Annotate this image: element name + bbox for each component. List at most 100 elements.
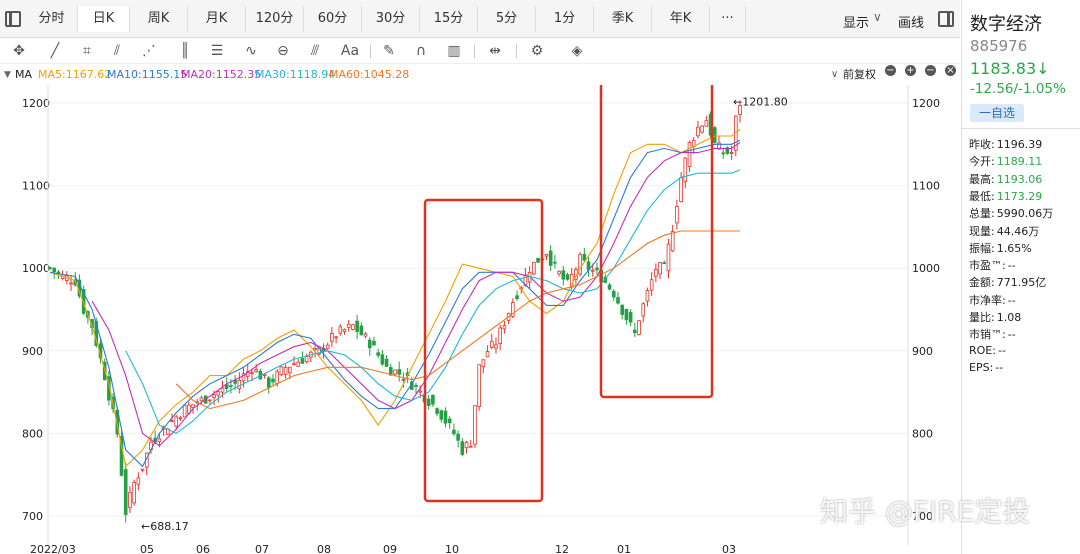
- tab-2[interactable]: 周K: [130, 6, 188, 32]
- candlestick-chart[interactable]: 700 700 800 800 900 900 1000 1000 1100 1100 1200 12…: [0, 68, 960, 554]
- candle-body: [397, 369, 402, 375]
- candle-body: [590, 269, 595, 272]
- minimize-icon[interactable]: −: [925, 65, 936, 76]
- candle-body: [94, 321, 99, 346]
- tab-12[interactable]: ···: [710, 6, 746, 32]
- adjust-menu[interactable]: 前复权: [843, 68, 876, 81]
- magnet-icon[interactable]: ∩: [415, 43, 427, 59]
- candle-body: [700, 125, 704, 133]
- x-tick-label: 09: [383, 543, 397, 554]
- candle-body: [511, 302, 515, 317]
- candle-body: [351, 324, 355, 330]
- chart-svg: 700 700 800 800 900 900 1000 1000 1100 1100 1200 12…: [22, 68, 940, 554]
- stat-row: 今开: 1189.11: [969, 153, 1042, 169]
- tab-1[interactable]: 日K: [78, 6, 130, 32]
- ma5-value: MA5:1167.62: [38, 68, 112, 81]
- zoom-in-icon[interactable]: +: [905, 65, 916, 76]
- move-tool-icon[interactable]: ✥: [13, 43, 25, 59]
- x-tick-label: 2022/03: [30, 543, 76, 554]
- toolbar-divider: [474, 44, 475, 58]
- candle-body: [633, 329, 637, 334]
- candle-body: [359, 325, 364, 336]
- candle-body: [271, 378, 275, 383]
- trash-icon[interactable]: ▥: [447, 43, 461, 59]
- drawing-toolbar: ✥ ╱ ⌗ ⫽ ⋰ ║ ☰ ∿ ⊖ ⫻ Aa ✎ ∩ ▥ ⇹ ⚙ ◈: [0, 38, 960, 64]
- candle-body: [532, 261, 536, 275]
- stat-row: 最高: 1193.06: [969, 171, 1042, 187]
- panel-toggle-icon[interactable]: [938, 11, 954, 27]
- crop-tool-icon[interactable]: ⌗: [83, 43, 91, 59]
- candle-body: [388, 367, 393, 376]
- fibonacci-icon[interactable]: ☰: [210, 43, 224, 59]
- wave-tool-icon[interactable]: ∿: [245, 43, 257, 59]
- fan-tool-icon[interactable]: ⫽: [113, 43, 121, 59]
- stat-row: 金额: 771.95亿: [969, 274, 1046, 290]
- candle-body: [666, 243, 671, 272]
- layers-icon[interactable]: ◈: [571, 43, 583, 59]
- candle-body: [439, 410, 444, 420]
- stat-key: 市净率:: [969, 293, 1006, 307]
- ellipse-tool-icon[interactable]: ⊖: [277, 43, 289, 59]
- zoom-out-icon[interactable]: −: [885, 65, 896, 76]
- candle-body: [73, 279, 78, 286]
- tab-4[interactable]: 120分: [246, 6, 304, 32]
- candle-body: [304, 356, 309, 363]
- tab-11[interactable]: 年K: [652, 6, 710, 32]
- fit-width-icon[interactable]: ⇹: [489, 43, 501, 59]
- eraser-icon[interactable]: ✎: [383, 43, 395, 59]
- candle-body: [262, 373, 267, 376]
- y-tick-right: 900: [912, 345, 933, 358]
- tab-9[interactable]: 1分: [536, 6, 594, 32]
- candle-body: [456, 433, 460, 441]
- settings-gear-icon[interactable]: ⚙: [530, 43, 544, 59]
- candle-body: [393, 369, 397, 375]
- candle-body: [119, 436, 124, 476]
- tab-3[interactable]: 月K: [188, 6, 246, 32]
- ma5-line: [49, 128, 741, 468]
- stock-code: 885976: [970, 37, 1028, 55]
- tab-5[interactable]: 60分: [304, 6, 362, 32]
- display-menu[interactable]: 显示: [843, 16, 870, 31]
- stat-row: 振幅: 1.65%: [969, 240, 1032, 256]
- candle-body: [170, 420, 174, 422]
- tab-10[interactable]: 季K: [594, 6, 652, 32]
- text-tool-icon[interactable]: Aa: [340, 43, 360, 59]
- collapse-triangle-icon[interactable]: ▼: [4, 70, 11, 80]
- tab-6[interactable]: 30分: [362, 6, 420, 32]
- tab-8[interactable]: 5分: [478, 6, 536, 32]
- candle-body: [637, 320, 641, 335]
- cycle-lines-icon[interactable]: ║: [180, 43, 190, 59]
- candle-body: [334, 336, 338, 339]
- candle-body: [376, 352, 380, 356]
- display-chevron-icon[interactable]: ∨: [873, 10, 882, 24]
- candle-body: [628, 312, 633, 323]
- x-tick-label: 01: [617, 543, 631, 554]
- stat-value: --: [997, 343, 1006, 357]
- line-tool-icon[interactable]: ╱: [50, 43, 60, 59]
- tab-0[interactable]: 分时: [26, 6, 78, 32]
- candle-body: [229, 385, 233, 388]
- candle-body: [342, 329, 347, 332]
- adjust-chevron-icon[interactable]: ∨: [831, 69, 839, 80]
- stat-key: 量比:: [969, 311, 995, 324]
- stat-value: 1173.29: [996, 189, 1043, 203]
- candle-body: [283, 367, 288, 375]
- candle-body: [254, 369, 258, 372]
- x-tick-label: 06: [196, 543, 210, 554]
- candle-body: [401, 378, 406, 381]
- candle-body: [380, 354, 385, 365]
- y-tick-left: 700: [22, 510, 43, 523]
- y-tick-right: 700: [912, 510, 933, 523]
- stat-value: 44.46万: [996, 224, 1040, 238]
- close-icon[interactable]: ×: [945, 65, 956, 76]
- sidebar-toggle-icon[interactable]: [5, 11, 21, 27]
- pattern-tool-icon[interactable]: ⋰: [142, 43, 156, 59]
- candle-body: [174, 416, 179, 427]
- tab-7[interactable]: 15分: [420, 6, 478, 32]
- draw-line-menu[interactable]: 画线: [898, 16, 925, 31]
- price-change: -12.56/-1.05%: [970, 81, 1066, 97]
- candle-body: [553, 261, 557, 264]
- candle-body: [292, 363, 296, 366]
- gann-tool-icon[interactable]: ⫻: [310, 43, 320, 59]
- add-watchlist-button[interactable]: 一自选: [970, 104, 1024, 122]
